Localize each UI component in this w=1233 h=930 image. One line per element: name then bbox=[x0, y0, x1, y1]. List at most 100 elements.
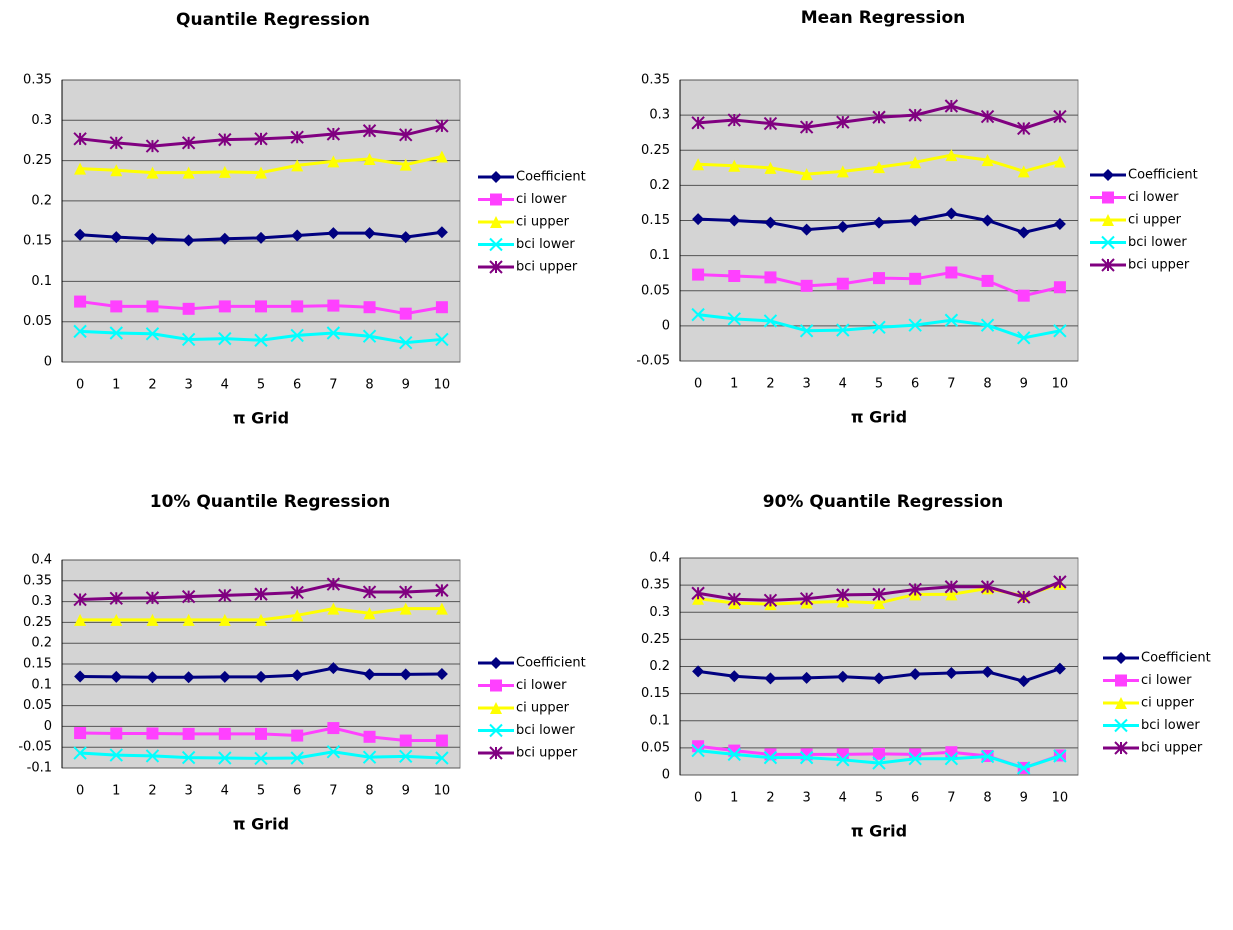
legend-label: Coefficient bbox=[1128, 168, 1198, 183]
y-tick-label: 0.25 bbox=[23, 153, 52, 168]
marker bbox=[255, 166, 267, 179]
marker bbox=[836, 588, 850, 602]
y-tick-label: 0.25 bbox=[23, 615, 52, 630]
x-tick-label: 2 bbox=[148, 378, 156, 393]
marker bbox=[727, 113, 741, 127]
y-tick-label: 0.2 bbox=[649, 178, 670, 193]
marker bbox=[74, 228, 87, 241]
marker bbox=[1053, 324, 1067, 338]
marker bbox=[728, 269, 741, 282]
marker bbox=[873, 272, 885, 285]
marker bbox=[145, 749, 160, 763]
x-tick-label: 7 bbox=[947, 791, 955, 806]
marker bbox=[255, 613, 267, 626]
marker bbox=[1017, 761, 1031, 775]
marker bbox=[691, 586, 705, 600]
marker bbox=[873, 161, 885, 174]
y-tick-label: 0.15 bbox=[23, 234, 52, 249]
x-tick-label: 2 bbox=[766, 791, 774, 806]
x-tick-label: 1 bbox=[730, 377, 738, 392]
marker bbox=[326, 326, 341, 340]
y-tick-label: 0.1 bbox=[31, 677, 52, 692]
marker bbox=[908, 752, 922, 766]
marker bbox=[327, 602, 340, 615]
marker bbox=[145, 327, 160, 341]
marker bbox=[218, 751, 232, 765]
x-tick-label: 2 bbox=[148, 784, 156, 799]
y-tick-label: 0.05 bbox=[641, 740, 670, 755]
chart-title: 10% Quantile Regression bbox=[150, 492, 391, 512]
marker bbox=[399, 668, 412, 681]
x-tick-label: 9 bbox=[402, 784, 410, 799]
marker bbox=[1017, 121, 1031, 136]
legend-marker bbox=[489, 746, 503, 760]
marker bbox=[399, 734, 412, 747]
marker bbox=[182, 727, 195, 740]
x-tick-label: 6 bbox=[293, 784, 301, 799]
marker bbox=[110, 231, 123, 244]
marker bbox=[836, 165, 849, 178]
legend-label: ci upper bbox=[516, 215, 570, 230]
legend-marker bbox=[1101, 235, 1115, 250]
marker bbox=[73, 132, 87, 146]
x-tick-label: 3 bbox=[802, 377, 810, 392]
legend-marker bbox=[1115, 652, 1127, 664]
y-tick-label: 0.2 bbox=[31, 193, 52, 208]
marker bbox=[73, 324, 87, 339]
legend-label: bci upper bbox=[516, 260, 578, 275]
marker bbox=[326, 577, 341, 591]
marker bbox=[145, 591, 160, 605]
marker bbox=[218, 588, 232, 603]
y-tick-label: 0.05 bbox=[641, 283, 670, 298]
legend-label: bci upper bbox=[516, 746, 578, 761]
marker bbox=[254, 132, 268, 146]
marker bbox=[218, 670, 231, 683]
marker bbox=[763, 593, 778, 608]
marker bbox=[145, 139, 160, 153]
x-tick-label: 6 bbox=[293, 378, 301, 393]
marker bbox=[727, 592, 741, 606]
legend-marker bbox=[490, 702, 502, 714]
marker bbox=[799, 120, 814, 134]
legend-label: ci upper bbox=[1141, 696, 1195, 711]
x-axis-title: π Grid bbox=[851, 408, 907, 427]
marker bbox=[692, 740, 705, 753]
legend-marker bbox=[490, 216, 502, 228]
marker bbox=[218, 727, 231, 740]
x-tick-label: 5 bbox=[257, 784, 265, 799]
marker bbox=[218, 232, 231, 245]
marker bbox=[73, 746, 87, 760]
marker bbox=[1053, 749, 1067, 763]
x-tick-label: 3 bbox=[802, 791, 810, 806]
x-tick-label: 0 bbox=[76, 378, 84, 393]
marker bbox=[1017, 675, 1030, 688]
y-tick-label: 0.4 bbox=[649, 551, 670, 566]
y-tick-label: -0.05 bbox=[18, 740, 52, 755]
x-tick-label: 9 bbox=[1020, 791, 1028, 806]
marker bbox=[944, 580, 959, 594]
y-tick-label: 0.35 bbox=[23, 573, 52, 588]
x-axis-title: π Grid bbox=[233, 409, 289, 428]
legend-label: bci lower bbox=[516, 723, 575, 738]
legend-marker bbox=[489, 237, 503, 252]
marker bbox=[764, 216, 777, 229]
x-tick-label: 10 bbox=[1052, 791, 1069, 806]
y-tick-label: 0.35 bbox=[641, 73, 670, 88]
y-tick-label: -0.05 bbox=[636, 354, 670, 369]
x-tick-label: 1 bbox=[112, 784, 120, 799]
marker bbox=[291, 669, 304, 682]
marker bbox=[291, 229, 304, 242]
marker bbox=[944, 99, 959, 113]
legend-marker bbox=[1115, 697, 1127, 709]
marker bbox=[290, 585, 304, 600]
marker bbox=[727, 312, 741, 326]
chart-title: Mean Regression bbox=[801, 8, 966, 28]
marker bbox=[945, 746, 958, 759]
marker bbox=[945, 207, 958, 220]
marker bbox=[1017, 289, 1030, 302]
marker bbox=[182, 302, 195, 315]
marker bbox=[290, 130, 304, 144]
x-tick-label: 7 bbox=[329, 378, 337, 393]
